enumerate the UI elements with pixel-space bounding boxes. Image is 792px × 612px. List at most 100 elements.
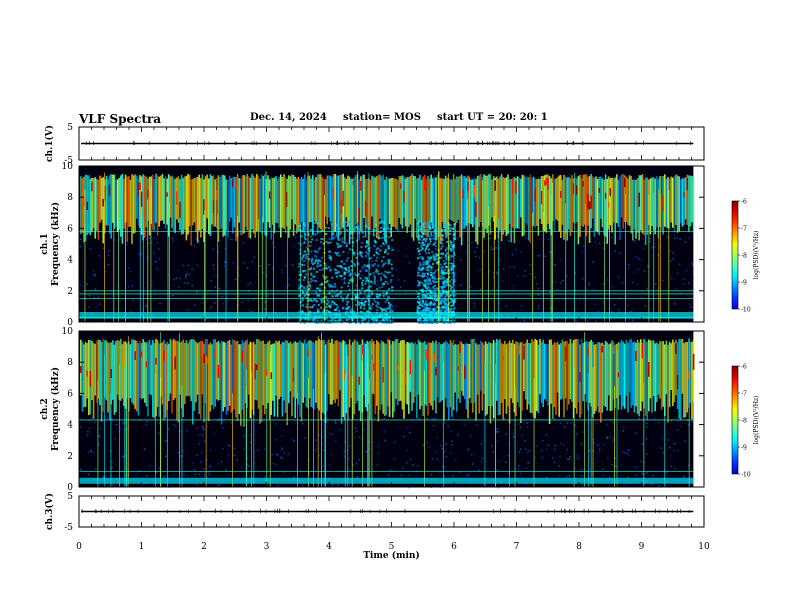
emission-column bbox=[270, 344, 272, 416]
emission-column bbox=[547, 344, 549, 406]
noise-pixel bbox=[581, 474, 583, 477]
emission-column bbox=[288, 175, 290, 238]
burst-pixel bbox=[426, 226, 429, 229]
burst-pixel bbox=[425, 252, 428, 255]
burst-pixel bbox=[347, 318, 350, 321]
noise-pixel bbox=[421, 310, 424, 313]
noise-pixel bbox=[225, 469, 227, 472]
burst-pixel bbox=[317, 259, 320, 262]
ytick-label: 0 bbox=[67, 483, 73, 493]
burst-pixel bbox=[417, 319, 420, 322]
emission-column bbox=[486, 175, 488, 233]
burst-pixel bbox=[424, 229, 427, 232]
emission-column bbox=[603, 344, 605, 406]
burst-pixel bbox=[303, 242, 306, 245]
burst-pixel bbox=[314, 280, 317, 283]
noise-pixel bbox=[426, 441, 428, 444]
burst-pixel bbox=[425, 261, 428, 264]
emission-column bbox=[529, 343, 532, 413]
burst-pixel bbox=[338, 274, 341, 277]
emission-hotspot bbox=[110, 368, 112, 378]
burst-pixel bbox=[362, 266, 365, 269]
burst-pixel bbox=[418, 301, 421, 304]
noise-pixel bbox=[562, 279, 564, 282]
noise-pixel bbox=[300, 304, 302, 307]
burst-pixel bbox=[320, 237, 323, 240]
emission-column bbox=[446, 177, 448, 237]
burst-pixel bbox=[448, 280, 451, 283]
noise-pixel bbox=[377, 319, 379, 321]
emission-column bbox=[428, 342, 431, 404]
burst-pixel bbox=[348, 306, 351, 309]
burst-pixel bbox=[302, 304, 305, 307]
noise-pixel bbox=[209, 465, 211, 467]
burst-pixel bbox=[341, 319, 344, 322]
noise-pixel bbox=[301, 422, 304, 425]
noise-pixel bbox=[163, 475, 166, 478]
noise-pixel bbox=[436, 320, 438, 322]
emission-column bbox=[302, 178, 304, 233]
burst-pixel bbox=[320, 299, 323, 302]
noise-pixel bbox=[376, 284, 378, 286]
noise-pixel bbox=[464, 423, 467, 425]
burst-pixel bbox=[431, 294, 434, 297]
emission-column bbox=[244, 340, 247, 404]
noise-pixel bbox=[328, 256, 330, 259]
burst-pixel bbox=[424, 299, 427, 302]
burst-pixel bbox=[430, 292, 433, 295]
emission-column bbox=[593, 344, 596, 414]
emission-column bbox=[240, 178, 242, 236]
burst-pixel bbox=[442, 259, 445, 262]
burst-pixel bbox=[444, 319, 447, 322]
burst-pixel bbox=[374, 240, 377, 243]
noise-pixel bbox=[538, 255, 541, 257]
noise-pixel bbox=[475, 255, 477, 258]
burst-pixel bbox=[422, 283, 425, 286]
burst-pixel bbox=[437, 253, 440, 256]
noise-pixel bbox=[115, 424, 118, 426]
burst-pixel bbox=[331, 301, 334, 304]
burst-pixel bbox=[380, 272, 383, 275]
noise-pixel bbox=[419, 310, 421, 313]
emission-column bbox=[243, 174, 245, 234]
noise-pixel bbox=[191, 268, 193, 270]
burst-pixel bbox=[361, 241, 364, 244]
noise-pixel bbox=[92, 451, 95, 454]
noise-pixel bbox=[467, 449, 470, 451]
burst-pixel bbox=[360, 230, 363, 233]
emission-column bbox=[270, 177, 272, 240]
noise-pixel bbox=[195, 291, 198, 293]
noise-pixel bbox=[496, 428, 498, 430]
burst-pixel bbox=[442, 307, 445, 310]
burst-pixel bbox=[448, 226, 451, 229]
burst-pixel bbox=[303, 294, 306, 297]
noise-pixel bbox=[620, 464, 623, 467]
noise-pixel bbox=[554, 448, 556, 451]
burst-pixel bbox=[337, 306, 340, 309]
burst-pixel bbox=[445, 258, 448, 261]
burst-pixel bbox=[363, 318, 366, 321]
noise-pixel bbox=[564, 426, 566, 428]
noise-pixel bbox=[592, 261, 594, 264]
noise-pixel bbox=[526, 426, 529, 428]
burst-pixel bbox=[375, 252, 378, 255]
burst-pixel bbox=[337, 319, 340, 322]
burst-pixel bbox=[439, 319, 442, 322]
burst-pixel bbox=[338, 309, 341, 312]
noise-pixel bbox=[663, 469, 666, 472]
emission-column bbox=[264, 343, 266, 415]
emission-column bbox=[612, 341, 615, 400]
emission-column bbox=[499, 339, 501, 415]
noise-pixel bbox=[537, 305, 540, 307]
emission-column bbox=[283, 174, 285, 229]
emission-column bbox=[452, 340, 455, 411]
burst-pixel bbox=[344, 233, 347, 236]
emission-column bbox=[316, 174, 319, 234]
noise-pixel bbox=[178, 417, 180, 419]
noise-pixel bbox=[593, 289, 595, 291]
burst-pixel bbox=[367, 288, 370, 291]
noise-pixel bbox=[92, 269, 95, 272]
noise-pixel bbox=[94, 468, 97, 470]
noise-pixel bbox=[305, 246, 308, 248]
emission-column bbox=[187, 173, 189, 235]
